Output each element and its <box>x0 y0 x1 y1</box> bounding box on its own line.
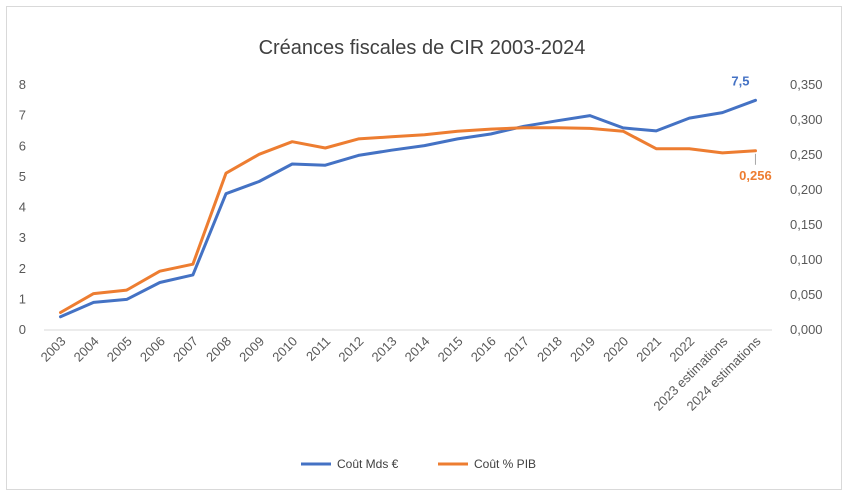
x-tick-label: 2006 <box>137 334 168 365</box>
y-left-tick-label: 6 <box>19 138 26 153</box>
data-label: 0,256 <box>739 168 772 183</box>
legend-entry-label: Coût Mds € <box>337 457 399 471</box>
y-right-tick-label: 0,200 <box>790 182 823 197</box>
y-right-tick-label: 0,250 <box>790 147 823 162</box>
y-right-tick-label: 0,300 <box>790 112 823 127</box>
series-line-1 <box>59 126 757 314</box>
y-left-tick-label: 8 <box>19 77 26 92</box>
y-right-tick-label: 0,000 <box>790 322 823 337</box>
x-tick-label: 2007 <box>170 334 201 365</box>
x-tick-label: 2020 <box>600 334 631 365</box>
x-tick-label: 2019 <box>567 334 598 365</box>
x-tick-label: 2016 <box>468 334 499 365</box>
x-tick-label: 2014 <box>402 334 433 365</box>
x-tick-label: 2003 <box>38 334 69 365</box>
x-tick-label: 2021 <box>633 334 664 365</box>
data-label: 7,5 <box>731 73 749 88</box>
x-tick-label: 2012 <box>335 334 366 365</box>
y-right-tick-label: 0,150 <box>790 217 823 232</box>
x-tick-label: 2018 <box>534 334 565 365</box>
y-right-tick-label: 0,100 <box>790 252 823 267</box>
x-tick-label: 2005 <box>104 334 135 365</box>
y-left-tick-label: 4 <box>19 200 26 215</box>
x-tick-label: 2013 <box>369 334 400 365</box>
x-tick-label: 2004 <box>71 334 102 365</box>
y-right-tick-label: 0,350 <box>790 77 823 92</box>
y-left-tick-label: 1 <box>19 291 26 306</box>
x-tick-label: 2009 <box>236 334 267 365</box>
y-right-tick-label: 0,050 <box>790 287 823 302</box>
x-tick-label: 2010 <box>269 334 300 365</box>
legend: Coût Mds € Coût % PIB <box>301 457 536 471</box>
x-tick-label: 2017 <box>501 334 532 365</box>
x-tick-label: 2015 <box>435 334 466 365</box>
y-left-tick-label: 7 <box>19 108 26 123</box>
x-tick-label: 2008 <box>203 334 234 365</box>
y-left-tick-label: 3 <box>19 230 26 245</box>
chart-frame <box>6 6 842 490</box>
chart-title: Créances fiscales de CIR 2003-2024 <box>259 37 586 59</box>
series-line-0 <box>59 98 757 319</box>
legend-entry-label: Coût % PIB <box>474 457 536 471</box>
y-left-tick-label: 2 <box>19 261 26 276</box>
x-tick-label: 2011 <box>303 334 333 364</box>
y-left-tick-label: 0 <box>19 322 26 337</box>
y-left-tick-label: 5 <box>19 169 26 184</box>
